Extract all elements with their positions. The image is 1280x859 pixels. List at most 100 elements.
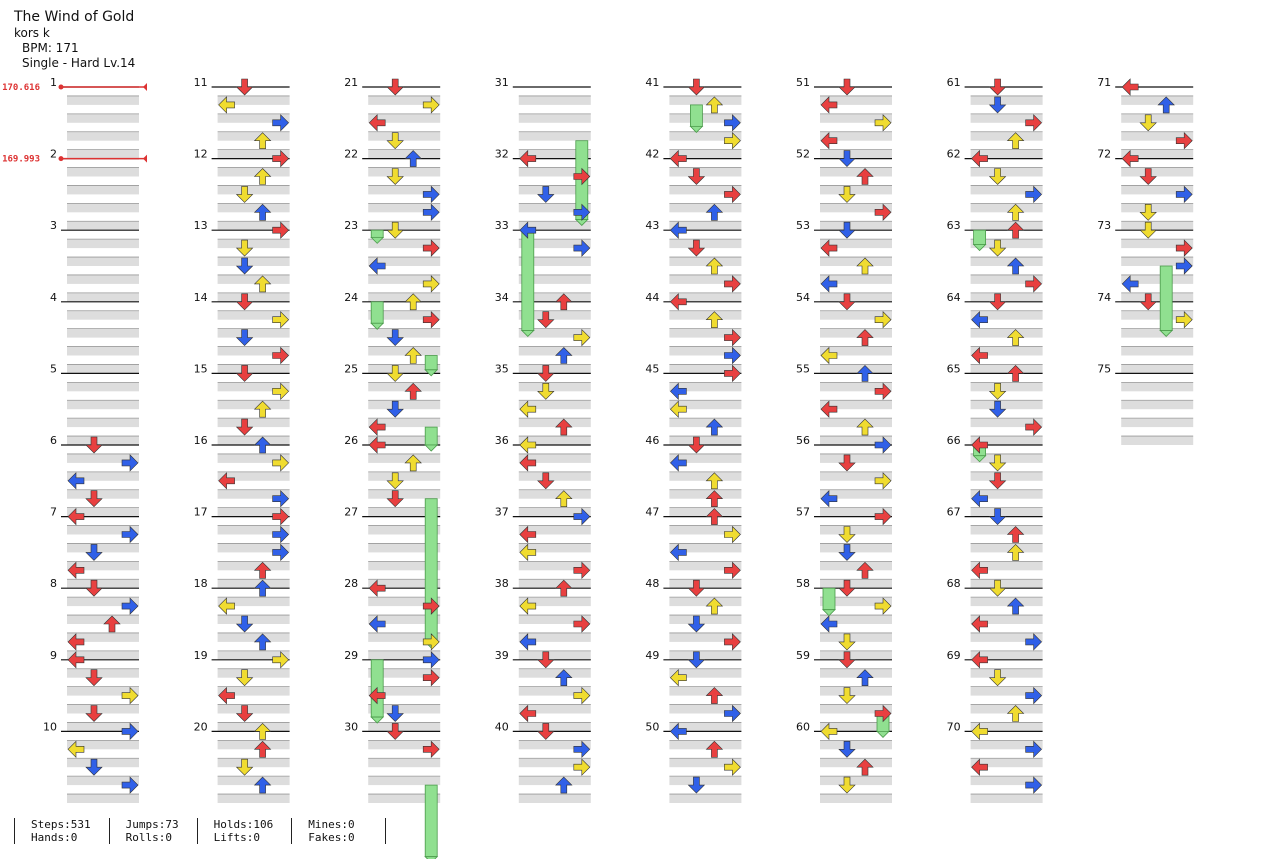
- measure-61: 61: [947, 76, 1043, 159]
- measure-number: 67: [947, 506, 961, 519]
- down-arrow-icon: [386, 400, 404, 418]
- right-arrow-icon: [573, 615, 591, 633]
- beat-band: [368, 382, 441, 392]
- measure-21: 21: [344, 76, 441, 159]
- left-arrow-icon: [368, 114, 386, 132]
- beat-band: [368, 453, 441, 463]
- beat-band: [970, 185, 1043, 195]
- beat-band: [518, 400, 591, 410]
- bpm-change-marker: [143, 154, 147, 163]
- beat-band: [67, 167, 139, 177]
- right-arrow-icon: [422, 310, 440, 329]
- up-arrow-icon: [1006, 221, 1025, 239]
- down-arrow-icon: [687, 239, 706, 257]
- measure-number: 49: [645, 649, 659, 662]
- up-arrow-icon: [705, 597, 724, 615]
- left-arrow-icon: [67, 472, 85, 490]
- beat-band: [67, 471, 139, 481]
- right-arrow-icon: [272, 149, 290, 168]
- right-arrow-icon: [422, 203, 440, 222]
- left-arrow-icon: [1121, 78, 1139, 96]
- left-arrow-icon: [67, 633, 85, 651]
- down-arrow-icon: [235, 239, 254, 257]
- beat-band: [518, 185, 591, 195]
- beat-band: [970, 489, 1043, 499]
- right-arrow-icon: [272, 543, 290, 562]
- beat-band: [970, 310, 1043, 320]
- left-arrow-icon: [971, 758, 988, 776]
- right-arrow-icon: [1025, 418, 1043, 436]
- beat-band: [820, 167, 892, 177]
- up-arrow-icon: [1006, 364, 1025, 382]
- beat-band: [67, 650, 139, 660]
- measure-number: 27: [344, 506, 358, 519]
- bpm-label: BPM: 171: [22, 41, 79, 55]
- hold-tail: [822, 609, 836, 617]
- hold-body: [1159, 265, 1173, 331]
- beat-band: [820, 239, 892, 249]
- left-arrow-icon: [519, 525, 537, 544]
- beat-band: [518, 453, 591, 463]
- up-arrow-icon: [103, 615, 121, 633]
- beat-band: [970, 561, 1043, 571]
- right-arrow-icon: [724, 131, 741, 150]
- beat-band: [970, 382, 1043, 392]
- beat-band: [67, 794, 139, 803]
- down-arrow-icon: [537, 186, 555, 203]
- measure-54: 54: [796, 291, 892, 374]
- beat-band: [217, 525, 290, 535]
- beat-band: [67, 310, 139, 320]
- down-arrow-icon: [838, 78, 856, 96]
- beat-band: [820, 543, 892, 553]
- right-arrow-icon: [874, 382, 892, 401]
- down-arrow-icon: [838, 186, 856, 203]
- beat-band: [970, 95, 1043, 105]
- up-arrow-icon: [705, 508, 724, 525]
- measure-number: 29: [344, 649, 358, 662]
- down-arrow-icon: [537, 472, 555, 490]
- measure-number: 61: [947, 76, 961, 89]
- beat-band: [1121, 328, 1194, 338]
- left-arrow-icon: [67, 740, 85, 759]
- beat-band: [518, 668, 591, 678]
- measure-number: 73: [1097, 219, 1111, 232]
- beat-band: [669, 561, 742, 571]
- right-arrow-icon: [573, 561, 591, 580]
- measure-number: 58: [796, 577, 810, 590]
- right-arrow-icon: [272, 525, 290, 544]
- beat-band: [970, 525, 1043, 535]
- up-arrow-icon: [856, 364, 874, 382]
- beat-band: [820, 274, 892, 284]
- down-arrow-icon: [537, 311, 555, 329]
- hold-note: [424, 498, 439, 649]
- measure-number: 17: [194, 506, 208, 519]
- down-arrow-icon: [235, 186, 254, 203]
- beat-band: [669, 257, 742, 266]
- beat-band: [970, 149, 1043, 159]
- beat-band: [970, 471, 1043, 481]
- beat-band: [820, 203, 892, 213]
- left-arrow-icon: [67, 561, 85, 580]
- down-arrow-icon: [85, 705, 103, 722]
- beat-band: [820, 650, 892, 660]
- measure-number: 28: [344, 577, 358, 590]
- measure-number: 3: [50, 219, 57, 232]
- up-arrow-icon: [856, 418, 874, 436]
- beat-band: [970, 507, 1043, 517]
- beat-band: [368, 471, 441, 481]
- beat-band: [518, 239, 591, 249]
- beat-band: [970, 722, 1043, 732]
- measure-number: 5: [50, 362, 57, 375]
- beat-band: [67, 436, 139, 445]
- measure-number: 46: [645, 434, 659, 447]
- beat-band: [518, 794, 591, 803]
- right-arrow-icon: [1025, 776, 1043, 794]
- beat-band: [368, 131, 441, 141]
- down-arrow-icon: [687, 78, 706, 96]
- up-arrow-icon: [705, 257, 724, 275]
- up-arrow-icon: [555, 293, 573, 311]
- right-arrow-icon: [874, 597, 892, 615]
- down-arrow-icon: [85, 490, 103, 508]
- measure-number: 19: [194, 649, 208, 662]
- hold-tail: [424, 856, 439, 859]
